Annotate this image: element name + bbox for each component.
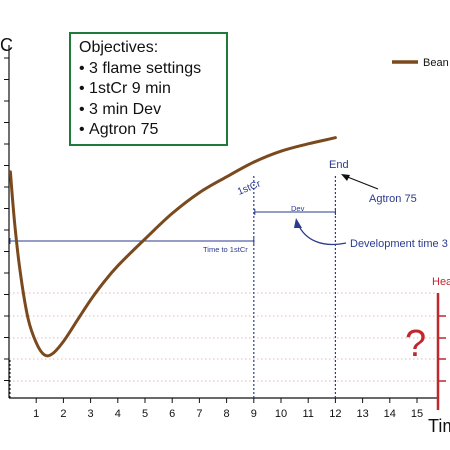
span-label-time-to-1stcr: Time to 1stCr	[203, 245, 248, 254]
grid-lines	[9, 292, 436, 382]
objective-item: Agtron 75	[79, 120, 226, 141]
x-tick-label: 13	[356, 408, 368, 420]
event-markers	[9, 176, 336, 398]
x-tick-label: 10	[275, 408, 287, 420]
x-tick-label: 5	[142, 408, 148, 420]
x-tick-label: 4	[115, 408, 121, 420]
objectives-list: 3 flame settings 1stCr 9 min 3 min Dev A…	[79, 59, 226, 141]
bean-temperature-line	[8, 136, 337, 358]
x-tick-label: 12	[329, 408, 341, 420]
objectives-title: Objectives:	[79, 39, 159, 56]
agtron-arrowhead	[341, 174, 350, 181]
span-label-dev: Dev	[291, 204, 305, 213]
x-tick-label: 9	[251, 408, 257, 420]
x-ticks: 1 2 3 4 5 6 7 8 9 10 11 12 13 14 15	[33, 398, 423, 420]
x-tick-label: 15	[411, 408, 423, 420]
x-tick-label: 14	[384, 408, 396, 420]
x-tick-label: 2	[60, 408, 66, 420]
objective-item: 3 min Dev	[79, 100, 226, 121]
legend-label-bean: Bean	[423, 57, 449, 69]
heat-label: Hea	[432, 276, 450, 288]
x-tick-label: 1	[33, 408, 39, 420]
dev-time-arrow	[297, 223, 347, 246]
objective-item: 3 flame settings	[79, 59, 226, 80]
agtron-label: Agtron 75	[369, 193, 417, 205]
y-ticks	[4, 57, 9, 381]
objective-item: 1stCr 9 min	[79, 79, 226, 100]
agtron-annotation: Agtron 75	[341, 174, 417, 205]
axes	[8, 45, 438, 399]
x-tick-label: 7	[196, 408, 202, 420]
agtron-arrow	[344, 175, 379, 190]
dev-time-label: Development time 3	[350, 238, 448, 250]
objectives-box: Objectives: 3 flame settings 1stCr 9 min…	[69, 32, 228, 146]
x-tick-label: 3	[88, 408, 94, 420]
question-mark: ?	[405, 323, 426, 365]
dev-time-arrowhead	[294, 218, 302, 228]
legend: Bean	[392, 57, 449, 69]
time-spans	[9, 209, 336, 244]
x-axis-title: Tim	[428, 416, 450, 436]
marker-label-end: End	[329, 159, 349, 171]
y-axis-title: C	[0, 35, 13, 55]
marker-label-1stcr: 1stCr	[236, 178, 263, 197]
x-tick-label: 8	[224, 408, 230, 420]
x-tick-label: 11	[302, 408, 313, 420]
x-tick-label: 6	[169, 408, 175, 420]
heat-axis: Hea ?	[405, 276, 450, 410]
dev-time-annotation: Development time 3	[294, 218, 448, 250]
